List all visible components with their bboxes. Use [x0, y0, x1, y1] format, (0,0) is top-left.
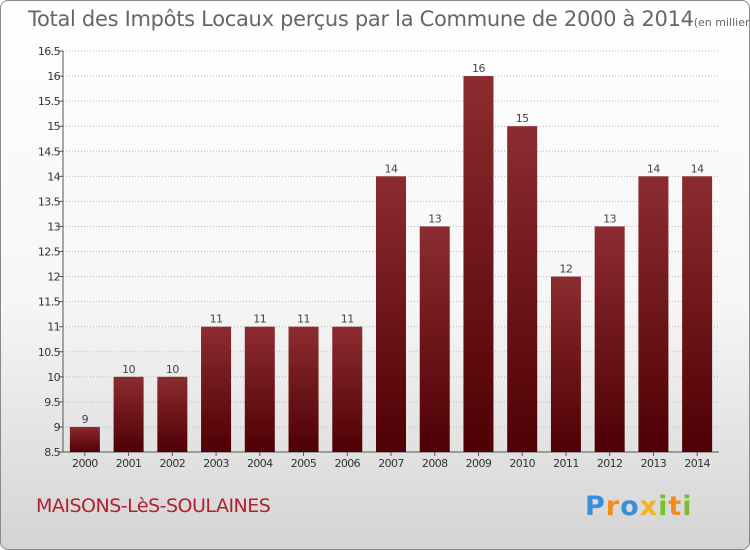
bar-value-label: 10 — [122, 363, 135, 376]
y-tick-label: 15.5 — [38, 95, 61, 108]
logo-letter: i — [682, 491, 693, 522]
value-labels: 9 10 10 11 11 11 11 14 13 16 15 12 13 14 14 — [82, 62, 705, 426]
logo-letter: r — [605, 491, 621, 522]
bar-value-label: 11 — [341, 313, 354, 326]
bar — [376, 176, 406, 452]
x-tick-label: 2010 — [509, 457, 535, 470]
y-tick-label: 10.5 — [38, 346, 61, 359]
bar — [638, 176, 669, 452]
logo-letter: t — [668, 491, 683, 522]
y-tick-label: 8.5 — [44, 446, 60, 459]
y-tick-label: 16 — [47, 70, 60, 83]
bar — [157, 376, 188, 452]
bar — [332, 326, 363, 452]
y-tick-label: 15 — [47, 120, 60, 133]
bar — [594, 226, 625, 452]
y-tick-label: 12 — [47, 271, 60, 284]
logo-letter: o — [620, 491, 640, 522]
x-tick-label: 2014 — [684, 457, 710, 470]
bar — [507, 126, 538, 452]
x-tick-label: 2012 — [597, 457, 623, 470]
x-tick-label: 2003 — [203, 457, 229, 470]
x-tick-label: 2009 — [466, 457, 492, 470]
bar-value-label: 12 — [559, 263, 572, 276]
bar-value-label: 14 — [385, 162, 398, 175]
bar-value-label: 16 — [472, 62, 485, 75]
y-tick-label: 14.5 — [38, 145, 61, 158]
y-tick-label: 16.5 — [38, 45, 61, 58]
x-tick-label: 2008 — [422, 457, 448, 470]
y-tick-label: 9 — [54, 421, 61, 434]
bars — [69, 76, 713, 452]
x-tick-label: 2000 — [72, 457, 98, 470]
bar-value-label: 13 — [428, 212, 441, 225]
x-tick-label: 2007 — [378, 457, 404, 470]
bar-value-label: 10 — [166, 363, 179, 376]
chart-unit: (en milliers d'€) — [693, 16, 750, 29]
y-tick-labels: 8.5 9 9.5 10 10.5 11 11.5 12 12.5 13 13.5 14 14.5 15 1… — [38, 45, 61, 459]
x-tick-label: 2004 — [247, 457, 273, 470]
bar — [419, 226, 450, 452]
bar — [550, 276, 581, 452]
bar — [201, 326, 232, 452]
bar-value-label: 15 — [516, 112, 529, 125]
chart-title-text: Total des Impôts Locaux perçus par la Co… — [28, 7, 694, 31]
x-tick-label: 2013 — [641, 457, 667, 470]
y-tick-label: 11 — [47, 321, 60, 334]
y-tick-label: 13.5 — [38, 195, 61, 208]
bar-value-label: 11 — [297, 313, 310, 326]
bar — [682, 176, 713, 452]
y-tick-label: 11.5 — [38, 296, 61, 309]
bar — [69, 426, 100, 452]
logo-letter: x — [639, 491, 659, 522]
bar-value-label: 11 — [210, 313, 223, 326]
x-tick-label: 2002 — [160, 457, 186, 470]
x-tick-labels: 2000 2001 2002 2003 2004 2005 2006 2007 2008 2009… — [72, 457, 711, 470]
y-tick-label: 13 — [47, 220, 60, 233]
bar-value-label: 14 — [647, 162, 660, 175]
x-tick-label: 2001 — [116, 457, 142, 470]
bar-value-label: 14 — [691, 162, 704, 175]
x-tick-label: 2006 — [334, 457, 360, 470]
bar-value-label: 13 — [603, 212, 616, 225]
commune-name: MAISONS-LèS-SOULAINES — [36, 495, 271, 517]
x-tick-label: 2011 — [553, 457, 579, 470]
y-tick-label: 12.5 — [38, 246, 61, 259]
y-tick-label: 9.5 — [44, 396, 60, 409]
bar — [288, 326, 319, 452]
logo-letter: P — [585, 491, 606, 522]
x-tick-label: 2005 — [291, 457, 317, 470]
logo-letter: i — [658, 491, 669, 522]
bar — [463, 76, 494, 452]
bar-value-label: 9 — [82, 413, 89, 426]
y-tick-label: 14 — [47, 170, 60, 183]
bar-value-label: 11 — [253, 313, 266, 326]
bar — [244, 326, 275, 452]
bar — [113, 376, 144, 452]
chart-title: Total des Impôts Locaux perçus par la Co… — [28, 7, 750, 31]
y-tick-label: 10 — [47, 371, 60, 384]
proxiti-logo: Proxiti — [585, 491, 693, 522]
